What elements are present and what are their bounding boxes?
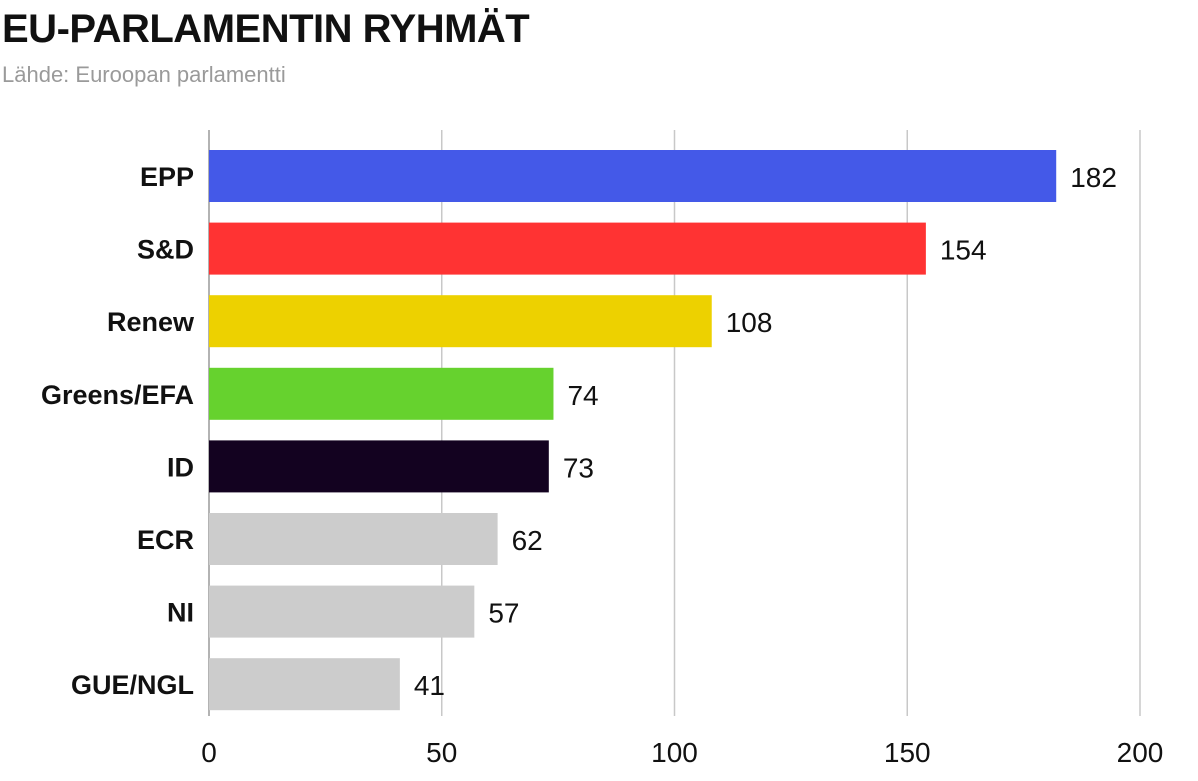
- x-tick-label-100: 100: [651, 737, 698, 768]
- category-label-ecr: ECR: [137, 525, 194, 555]
- x-axis-ticks: 0 50 100 150 200: [201, 737, 1163, 768]
- bars: [209, 150, 1057, 711]
- value-label-gue-ngl: 41: [414, 670, 445, 701]
- category-label-id: ID: [167, 452, 194, 482]
- chart-title: EU-PARLAMENTIN RYHMÄT: [2, 7, 530, 51]
- value-label-greens-efa: 74: [567, 380, 598, 411]
- x-tick-label-200: 200: [1117, 737, 1164, 768]
- labels: EPP 182 S&D 154 Renew 108 Greens/EFA 74 ID 73 ECR 6…: [41, 162, 1117, 701]
- value-label-ni: 57: [488, 598, 519, 629]
- category-label-gue-ngl: GUE/NGL: [71, 670, 194, 700]
- x-tick-label-0: 0: [201, 737, 217, 768]
- value-label-epp: 182: [1070, 162, 1117, 193]
- bar-renew: [209, 295, 712, 348]
- category-label-ni: NI: [167, 598, 194, 628]
- bar-id: [209, 440, 549, 493]
- bar-ecr: [209, 513, 498, 565]
- category-label-epp: EPP: [140, 162, 194, 192]
- bar-greens-efa: [209, 367, 554, 420]
- value-label-s-d: 154: [940, 235, 987, 266]
- x-tick-label-150: 150: [884, 737, 931, 768]
- category-label-greens-efa: Greens/EFA: [41, 380, 194, 410]
- bar-ni: [209, 585, 475, 638]
- value-label-id: 73: [563, 452, 594, 483]
- bar-epp: [209, 150, 1057, 202]
- category-label-renew: Renew: [107, 307, 195, 337]
- value-label-renew: 108: [726, 307, 773, 338]
- bar-s-d: [209, 222, 926, 275]
- value-label-ecr: 62: [512, 525, 543, 556]
- category-label-s-d: S&D: [137, 235, 194, 265]
- chart-source: Lähde: Euroopan parlamentti: [2, 62, 286, 87]
- x-tick-label-50: 50: [426, 737, 457, 768]
- bar-gue-ngl: [209, 658, 400, 711]
